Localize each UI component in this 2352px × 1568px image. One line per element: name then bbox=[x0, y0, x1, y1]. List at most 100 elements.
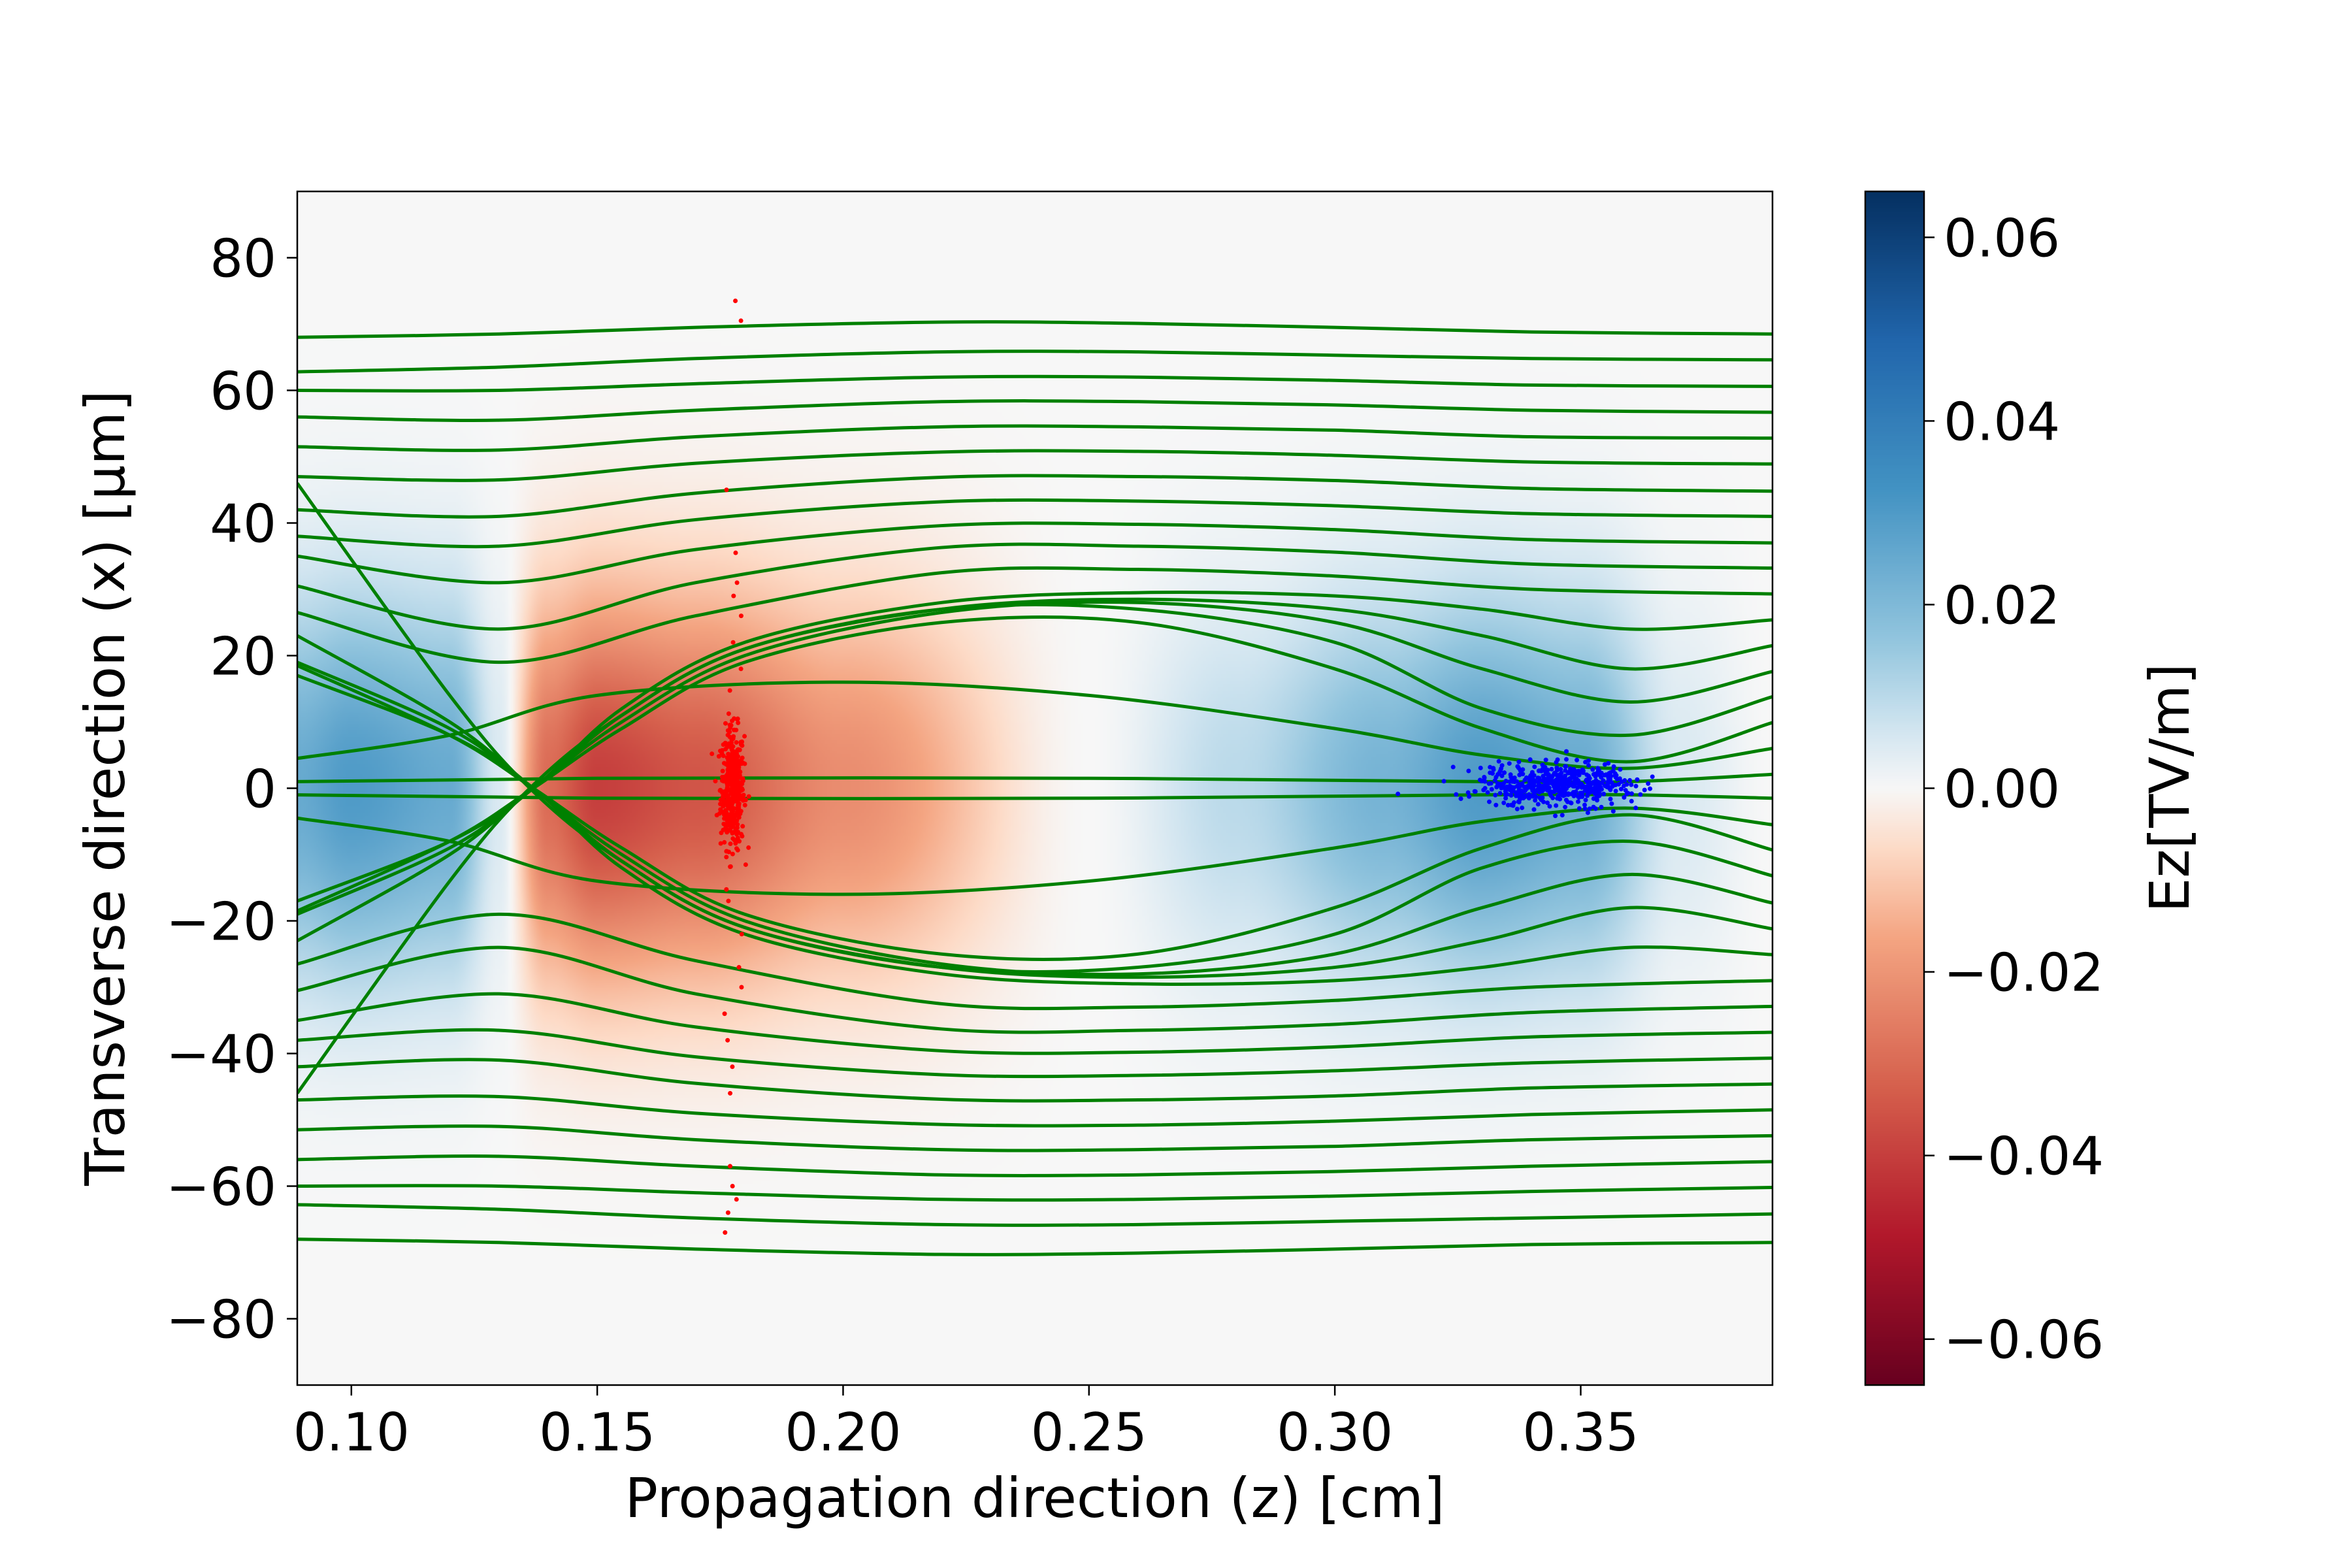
bunch-particle bbox=[1612, 771, 1618, 776]
bunch-particle bbox=[1591, 804, 1596, 809]
x-tick-label: 0.30 bbox=[1277, 1402, 1393, 1463]
bunch-particle bbox=[725, 816, 730, 821]
x-axis-ticks: 0.10 0.15 0.20 0.25 0.30 0.35 bbox=[293, 1385, 1639, 1463]
halo-particle bbox=[734, 580, 740, 585]
trajectory-line bbox=[297, 350, 1772, 374]
bunch-particle bbox=[1516, 759, 1522, 764]
bunch-particle bbox=[717, 788, 723, 793]
trajectory-line bbox=[297, 1203, 1772, 1227]
bunch-particle bbox=[1575, 757, 1580, 762]
bunch-particle bbox=[728, 798, 733, 804]
trajectory-line bbox=[297, 912, 1772, 1011]
bunch-particle bbox=[1560, 779, 1565, 784]
bunch-particle bbox=[1635, 777, 1640, 782]
bunch-particle bbox=[1486, 799, 1492, 804]
colorbar-gradient bbox=[1865, 191, 1924, 1385]
bunch-particle bbox=[1503, 779, 1509, 784]
bunch-particle bbox=[1592, 789, 1597, 794]
bunch-particle bbox=[1576, 772, 1582, 777]
bunch-particle bbox=[1624, 782, 1629, 787]
trajectory-line bbox=[297, 680, 1772, 770]
bunch-particle bbox=[1478, 765, 1483, 770]
bunch-particle bbox=[1556, 789, 1561, 794]
halo-particle bbox=[730, 1184, 735, 1188]
bunch-particle bbox=[1618, 767, 1623, 772]
bunch-particle bbox=[1608, 770, 1613, 776]
bunch-particle bbox=[1544, 784, 1550, 789]
bunch-particle bbox=[731, 752, 736, 757]
bunch-particle bbox=[1563, 804, 1568, 809]
bunch-particle bbox=[746, 794, 751, 799]
bunch-particle bbox=[1514, 806, 1520, 811]
bunch-particle bbox=[1543, 780, 1548, 785]
halo-particle bbox=[738, 613, 743, 619]
bunch-particle bbox=[1531, 807, 1537, 812]
bunch-particle bbox=[1583, 798, 1588, 803]
bunch-particle bbox=[1563, 764, 1569, 769]
bunch-particle bbox=[1578, 791, 1583, 796]
bunch-particle bbox=[1591, 796, 1596, 801]
bunch-particle bbox=[1554, 803, 1559, 808]
bunch-particle bbox=[1454, 792, 1459, 797]
trajectory-line bbox=[297, 521, 1772, 585]
bunch-particle bbox=[1520, 767, 1526, 772]
trajectory-line bbox=[297, 449, 1772, 482]
bunch-particle bbox=[1556, 793, 1561, 798]
bunch-particle bbox=[721, 811, 727, 816]
bunch-particle bbox=[1582, 806, 1588, 811]
bunch-particle bbox=[738, 740, 743, 745]
bunch-particle bbox=[730, 830, 736, 835]
bunch-particle bbox=[1606, 775, 1611, 780]
bunch-particle bbox=[1580, 768, 1586, 774]
bunch-particle bbox=[732, 838, 737, 843]
bunch-particle bbox=[1564, 749, 1569, 754]
bunch-particle bbox=[721, 774, 727, 779]
bunch-particle bbox=[718, 841, 723, 846]
bunch-particle bbox=[1546, 772, 1551, 777]
trajectory-line bbox=[297, 674, 1772, 986]
bunch-particle bbox=[1441, 779, 1446, 784]
bunch-particle bbox=[1552, 770, 1558, 776]
trajectory-line bbox=[297, 320, 1772, 339]
bunch-particle bbox=[1481, 787, 1486, 792]
bunch-particle bbox=[1569, 781, 1575, 787]
bunch-particle bbox=[1580, 794, 1585, 800]
bunch-particle bbox=[727, 688, 732, 693]
y-tick-label: 40 bbox=[210, 494, 276, 555]
halo-particle bbox=[734, 1197, 739, 1202]
bunch-particle bbox=[742, 734, 747, 739]
bunch-particle bbox=[738, 832, 743, 837]
bunch-particle bbox=[726, 711, 731, 716]
bunch-particle bbox=[1576, 806, 1582, 811]
trajectory-line bbox=[297, 474, 1772, 519]
bunch-particle bbox=[1499, 773, 1505, 778]
y-tick-label: −60 bbox=[166, 1157, 276, 1218]
colorbar-ticks: 0.06 0.04 0.02 0.00 −0.02 −0.04 −0.06 bbox=[1924, 208, 2104, 1371]
bunch-particle bbox=[720, 768, 725, 774]
bunch-particle bbox=[728, 742, 733, 747]
bunch-particle bbox=[1547, 804, 1552, 809]
bunch-particle bbox=[1497, 770, 1502, 775]
bunch-particle bbox=[1535, 802, 1541, 807]
bunch-particle bbox=[1596, 779, 1601, 785]
bunch-particle bbox=[1575, 780, 1580, 785]
x-tick-label: 0.20 bbox=[785, 1402, 901, 1463]
bunch-particle bbox=[1508, 772, 1513, 777]
bunch-particle bbox=[1482, 775, 1487, 780]
trajectories bbox=[297, 320, 1772, 1256]
bunch-particle bbox=[735, 847, 740, 853]
bunch-particle bbox=[1527, 774, 1533, 779]
y-tick-label: −40 bbox=[166, 1024, 276, 1085]
bunch-particle bbox=[1618, 787, 1624, 792]
bunch-particle bbox=[725, 778, 730, 783]
bunch-particle bbox=[1560, 813, 1565, 818]
bunch-particle bbox=[1497, 781, 1503, 787]
y-axis-ticks: 80 60 40 20 0 −20 −40 −60 −80 bbox=[166, 229, 297, 1350]
bunch-particle bbox=[1608, 796, 1613, 802]
bunch-particle bbox=[1563, 768, 1568, 774]
bunch-particle bbox=[1501, 800, 1507, 806]
bunch-particle bbox=[734, 740, 739, 745]
trajectory-line bbox=[297, 424, 1772, 452]
x-axis-label: Propagation direction (z) [cm] bbox=[625, 1466, 1445, 1530]
bunch-particle bbox=[725, 786, 730, 791]
